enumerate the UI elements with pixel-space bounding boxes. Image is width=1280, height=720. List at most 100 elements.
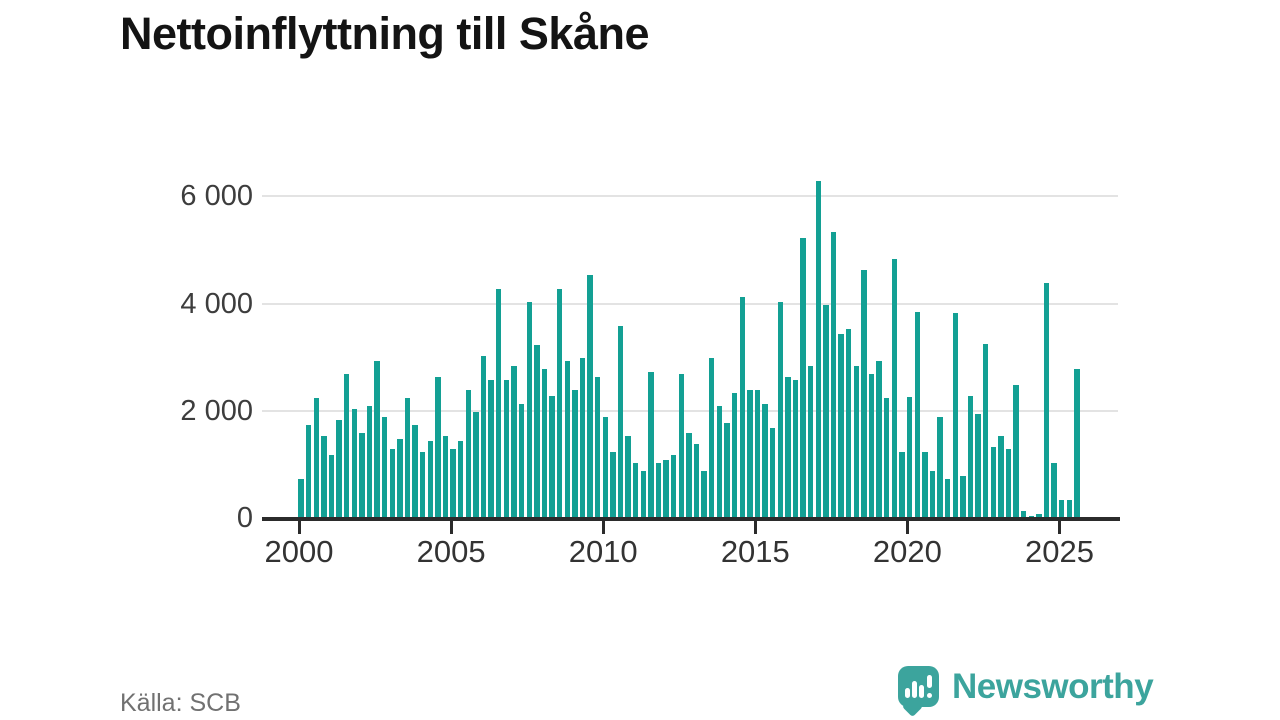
bar [381,417,388,519]
bar [374,360,380,519]
x-tick [601,519,605,534]
bar [534,344,540,519]
bar [838,334,844,519]
bar [944,478,951,519]
bar [693,443,700,519]
x-tick-label: 2000 [264,534,334,569]
bar [982,343,989,519]
bar [389,449,395,519]
bar [351,409,357,519]
bar [830,232,837,519]
newsworthy-wordmark: Newsworthy [952,666,1154,706]
bar [435,376,441,519]
bar [648,371,654,519]
bar [556,288,563,519]
bar [868,374,875,519]
bar [891,259,898,519]
bar [975,414,981,519]
newsworthy-logo: Newsworthy [898,666,1154,718]
bar [526,301,532,519]
bar [480,355,487,519]
bar [671,454,677,519]
bar [617,326,624,519]
bar [785,376,791,519]
bar [701,470,707,519]
bar [1051,462,1057,519]
bar [754,390,761,519]
bar [587,275,593,519]
bar [800,237,806,519]
exclamation-dot [927,693,932,698]
x-tick [905,519,909,534]
bar [640,470,647,519]
bar [313,398,319,519]
bar [633,462,639,519]
y-tick-label: 6 000 [180,180,253,213]
x-tick-label: 2025 [1025,534,1094,569]
bar [960,476,966,519]
bar [1059,500,1065,519]
bar [1074,368,1080,519]
mini-bar-2 [912,681,917,698]
bar [853,366,860,519]
bar [861,269,867,519]
bar [929,470,936,519]
bar [412,425,418,519]
bar [937,417,943,519]
bar [359,433,365,519]
y-tick-label: 4 000 [180,287,253,320]
bar [846,328,852,519]
bar [420,452,426,519]
gridline [262,302,1118,305]
bar [747,390,753,519]
y-tick-label: 2 000 [180,394,253,427]
chart-title: Nettoinflyttning till Skåne [120,8,650,59]
bar [678,374,685,519]
bar [473,411,479,519]
bar [876,360,882,519]
bar [884,398,890,519]
bar [1043,283,1050,519]
bar [724,422,730,519]
bar [1021,510,1027,519]
bar [488,379,494,519]
source-note: Källa: SCB [120,689,241,717]
bar [442,435,449,519]
bar [709,358,715,519]
bar [321,435,327,519]
bar [366,406,373,519]
bar [914,311,920,519]
newsworthy-chart-bubble-icon [898,666,939,718]
x-tick [449,519,453,534]
bar [990,446,996,519]
mini-bar-3 [919,685,924,698]
bar [777,301,783,519]
x-tick-label: 2020 [872,534,942,569]
bar [503,379,510,519]
x-axis-line [262,517,1120,521]
bar [298,478,304,519]
bar [549,395,555,519]
gridline [262,409,1118,412]
bubble-tail [901,695,924,718]
bar [465,390,472,519]
y-tick-label: 0 [236,502,253,534]
mini-bar-1 [905,688,910,698]
bar [899,452,905,519]
bar [328,454,335,519]
bar [716,406,723,519]
gridline [262,195,1118,198]
bar [541,368,548,519]
bar [610,452,616,519]
bar [1013,385,1019,519]
bar [427,441,434,519]
bar [404,398,411,519]
bar [663,460,669,519]
x-tick-label: 2010 [568,534,638,569]
bar [336,419,342,519]
bar [496,288,502,519]
bar [594,376,601,519]
bar [1066,500,1073,519]
bar [967,395,974,519]
